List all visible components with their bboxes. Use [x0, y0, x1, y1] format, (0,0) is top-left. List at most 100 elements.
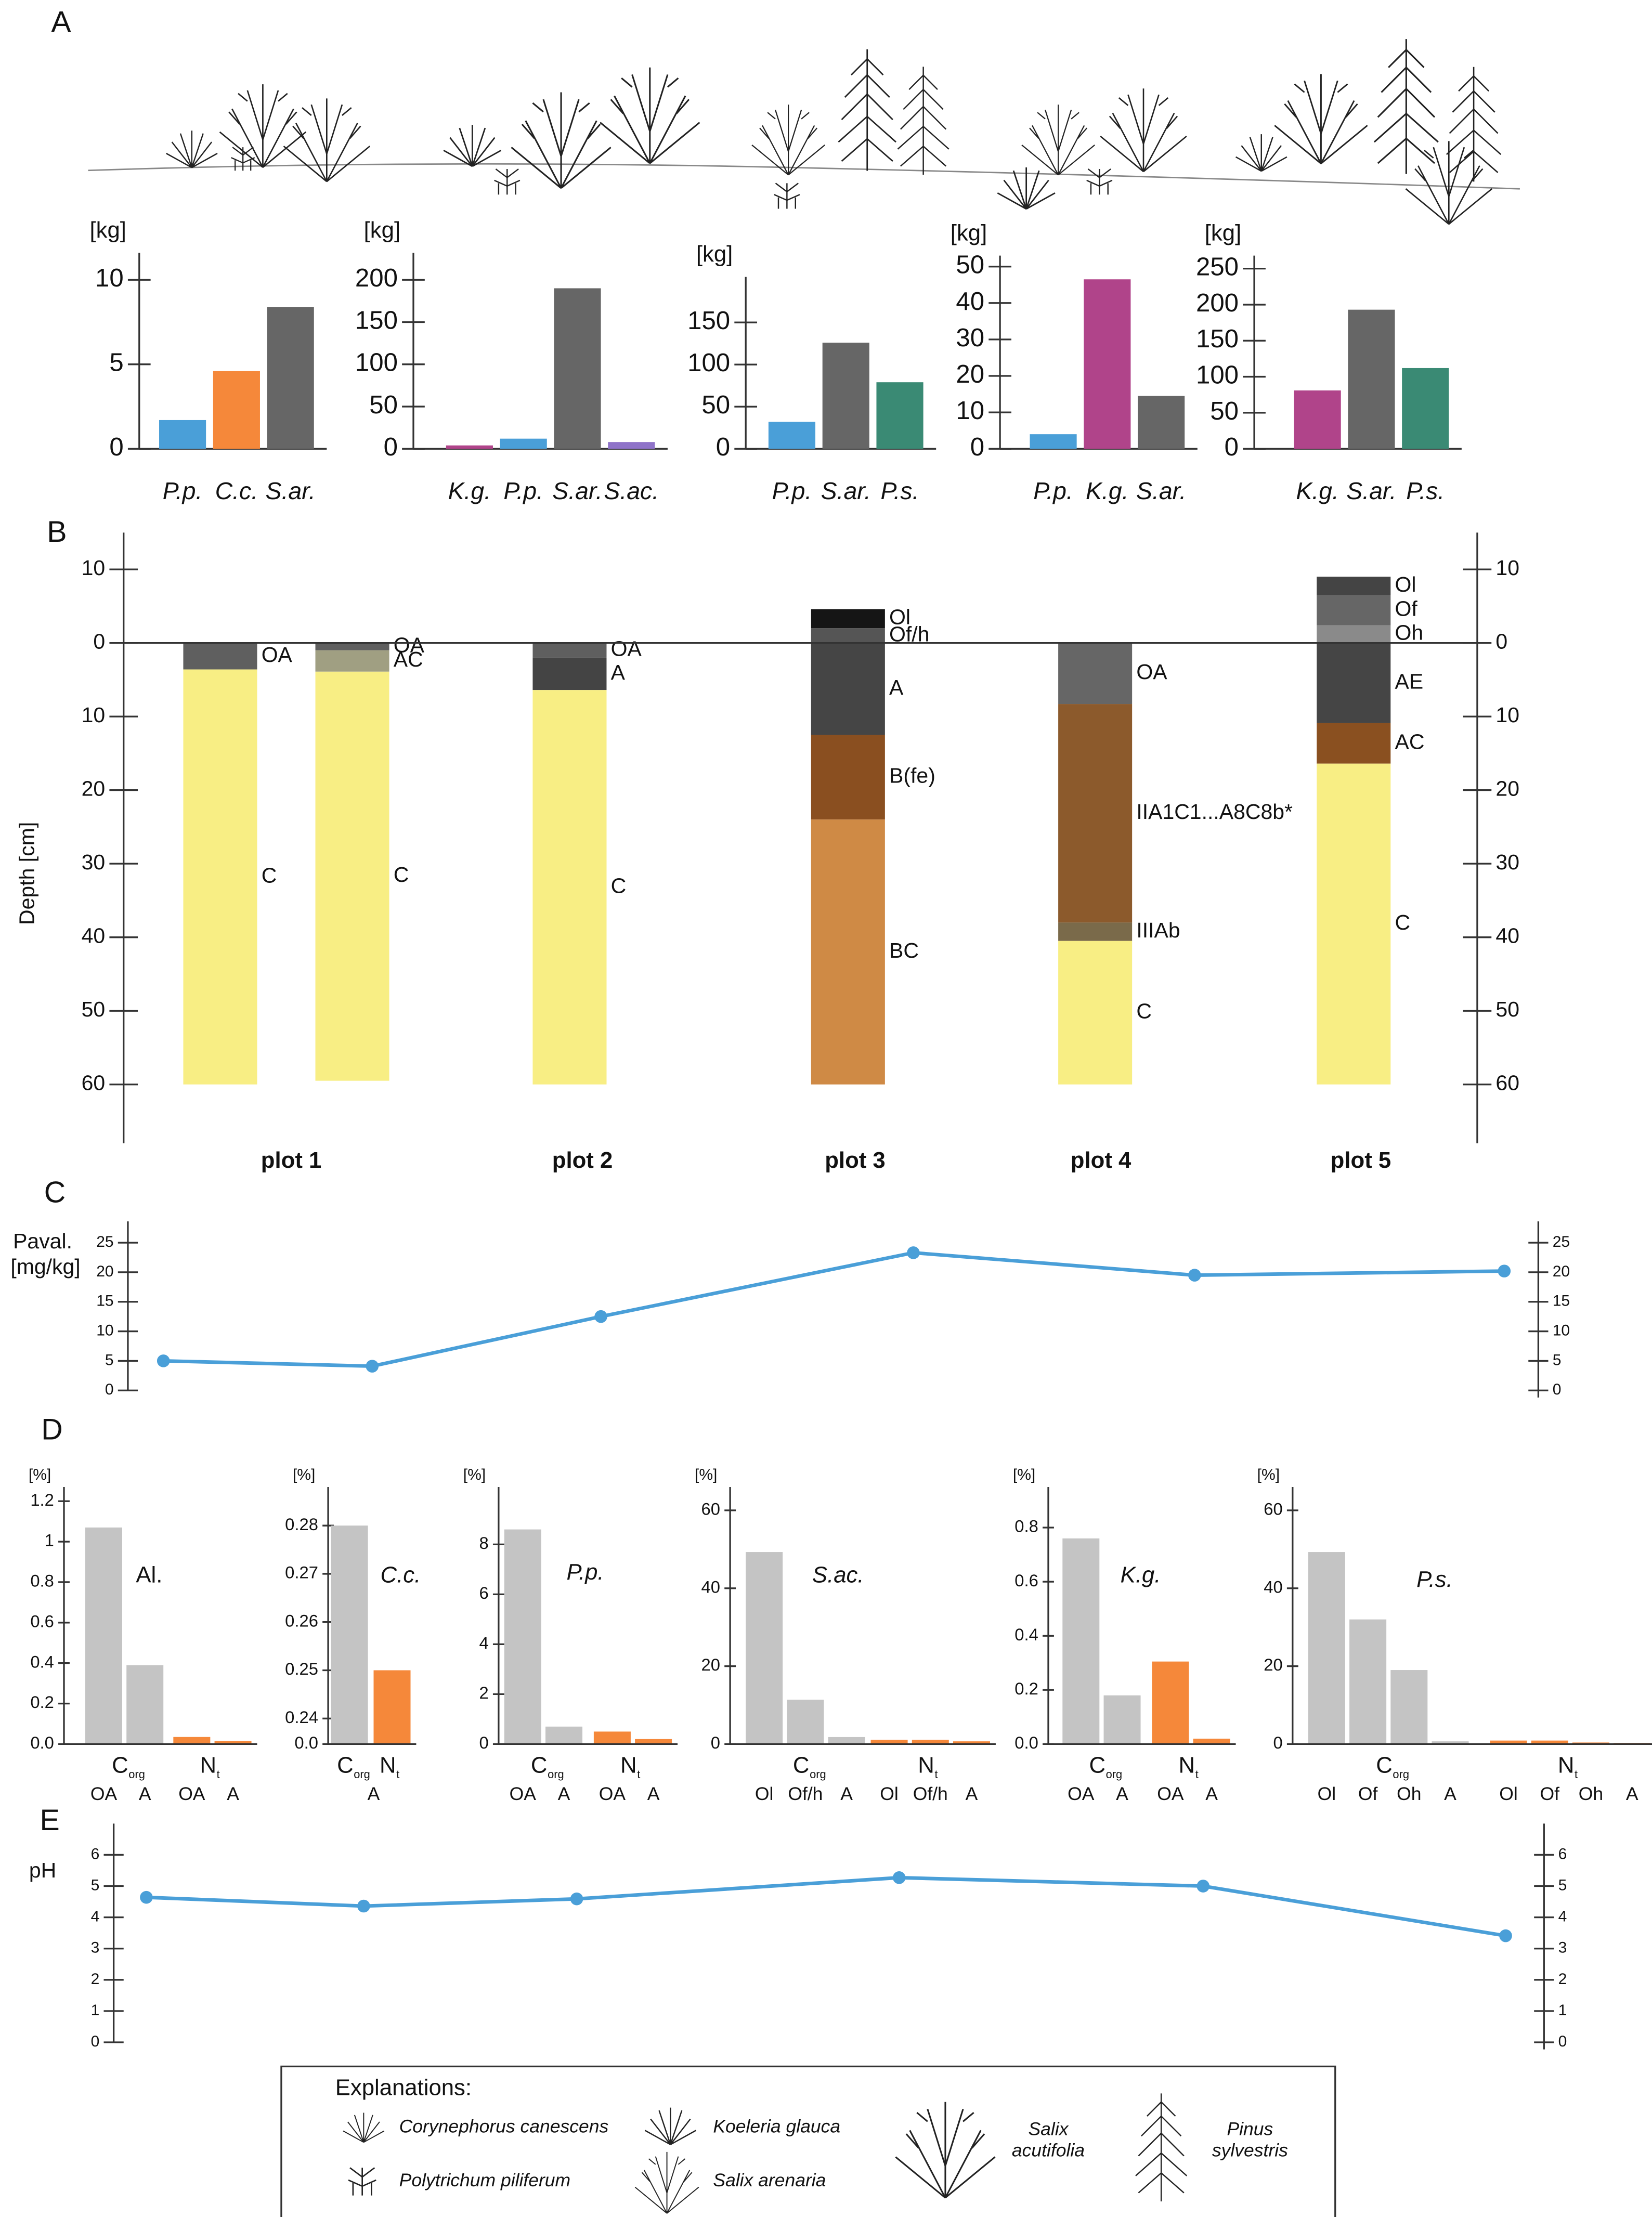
y-axis-label: pH: [29, 1858, 56, 1882]
y-tick-label: 4: [91, 1908, 100, 1925]
y-axis-label: [kg]: [951, 220, 987, 245]
y-axis-label: [kg]: [89, 217, 126, 243]
horizon-label: AC: [1395, 730, 1424, 754]
x-tick-label: A: [1626, 1783, 1638, 1804]
horizon-label: OA: [394, 633, 425, 657]
y-tick-label: 3: [1558, 1939, 1567, 1957]
bar: [876, 382, 923, 449]
y-axis-label: [%]: [463, 1466, 486, 1483]
y-axis-label: Depth [cm]: [15, 822, 39, 925]
bar: [1348, 309, 1395, 449]
y-tick-label: 8: [479, 1533, 489, 1553]
bar: [1390, 1670, 1428, 1744]
y-tick-label: 1: [91, 2002, 100, 2019]
x-tick-label: P.s.: [881, 477, 919, 504]
horizon: [1058, 922, 1133, 941]
x-tick-label: C.c.: [215, 477, 258, 504]
y-axis-label: [%]: [1013, 1466, 1035, 1483]
series-label: C: [531, 1753, 548, 1778]
y-tick-label: 20: [701, 1655, 720, 1674]
chart-label: K.g.: [1121, 1562, 1161, 1588]
y-tick-label: 0: [1495, 629, 1507, 653]
y-axis-label: [%]: [695, 1466, 717, 1483]
x-tick-label: Ol: [1318, 1783, 1336, 1804]
x-tick-label: K.g.: [1086, 477, 1129, 504]
bar: [213, 371, 260, 449]
horizon: [811, 735, 885, 820]
y-tick-label: 100: [687, 348, 730, 377]
data-line: [163, 1250, 1504, 1368]
y-tick-label: 0: [1273, 1733, 1282, 1752]
y-tick-label: 20: [956, 360, 984, 388]
series-label: N: [620, 1753, 637, 1778]
series-label: C: [1089, 1753, 1105, 1778]
x-tick-label: P.p.: [503, 477, 543, 504]
bar: [746, 1552, 783, 1744]
chart-label: C.c.: [381, 1562, 421, 1588]
y-tick-label: 50: [1210, 397, 1239, 425]
bar: [500, 438, 547, 449]
plant-icon: [443, 124, 502, 167]
x-tick-label: A: [840, 1783, 853, 1804]
data-point: [892, 1871, 906, 1884]
x-tick-label: A: [647, 1783, 660, 1804]
series-label-subscript: t: [1575, 1768, 1578, 1781]
chart-label: Al.: [136, 1562, 162, 1588]
plot-label: plot 1: [261, 1147, 322, 1173]
y-tick-label: 1.2: [30, 1490, 54, 1509]
y-axis-label: [%]: [1257, 1466, 1280, 1483]
y-tick-label: 0.28: [285, 1515, 318, 1534]
horizon: [811, 643, 885, 735]
horizon: [1317, 625, 1391, 643]
bar: [1138, 396, 1185, 449]
y-axis-label: [kg]: [696, 241, 733, 267]
x-tick-label: Of: [1540, 1783, 1559, 1804]
series-label-subscript: org: [128, 1768, 145, 1781]
y-tick-label: 5: [1553, 1351, 1562, 1368]
plant-icon: [510, 91, 612, 189]
y-tick-label: 0.8: [1014, 1517, 1038, 1536]
panel-label: C: [44, 1176, 66, 1209]
x-tick-label: A: [139, 1783, 151, 1804]
y-tick-label: 0: [970, 433, 984, 461]
plot-label: plot 2: [552, 1147, 613, 1173]
y-tick-label: 0: [1225, 433, 1239, 461]
panel-label: A: [51, 6, 71, 39]
x-tick-label: Ol: [755, 1783, 774, 1804]
bar: [159, 420, 206, 449]
horizon: [811, 609, 885, 629]
plant-icon: [1405, 140, 1493, 225]
bar: [1432, 1741, 1469, 1744]
x-tick-label: Oh: [1579, 1783, 1603, 1804]
horizon-label: A: [611, 660, 626, 684]
x-tick-label: Ol: [1499, 1783, 1517, 1804]
y-axis-label: [kg]: [1205, 220, 1241, 245]
x-tick-label: A: [966, 1783, 978, 1804]
x-tick-label: P.s.: [1406, 477, 1445, 504]
series-label-subscript: org: [354, 1768, 370, 1781]
panel-label: D: [41, 1413, 62, 1446]
series-label: C: [793, 1753, 810, 1778]
series-label: N: [1179, 1753, 1195, 1778]
y-tick-label: 10: [1495, 556, 1519, 580]
plot-label: plot 3: [825, 1147, 886, 1173]
horizon-label: C: [611, 873, 627, 897]
series-label: N: [1558, 1753, 1575, 1778]
y-tick-label: 0.27: [285, 1563, 318, 1582]
y-tick-label: 40: [956, 287, 984, 316]
bar: [373, 1670, 411, 1744]
x-tick-label: Of/h: [788, 1783, 823, 1804]
horizon-label: C: [262, 863, 277, 887]
chart-label: P.s.: [1416, 1567, 1453, 1592]
y-tick-label: 200: [1196, 289, 1239, 317]
plant-icon: [773, 182, 801, 210]
bar: [1294, 390, 1341, 449]
x-tick-label: OA: [1068, 1783, 1095, 1804]
series-label-subscript: t: [1195, 1768, 1199, 1781]
series-label-subscript: t: [637, 1768, 640, 1781]
y-tick-label: 10: [1553, 1322, 1570, 1339]
bar: [267, 307, 314, 449]
plant-icon: [1235, 133, 1288, 172]
plant-icon: [837, 48, 897, 172]
plant-icon: [599, 67, 701, 164]
